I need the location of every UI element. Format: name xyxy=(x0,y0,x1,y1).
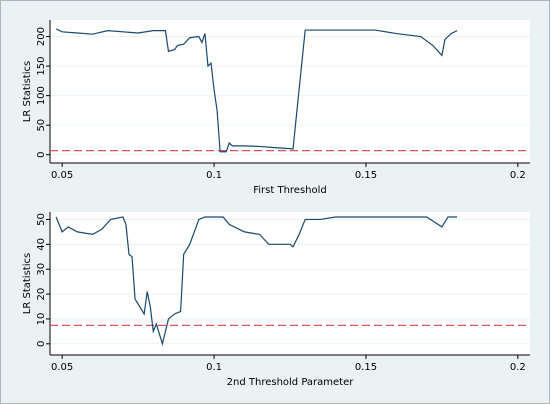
plot-area xyxy=(50,20,530,163)
line xyxy=(55,216,458,347)
y-tick-label: 40 xyxy=(36,238,47,251)
y-tick-label: 100 xyxy=(36,86,47,105)
y-tick-label: 20 xyxy=(36,288,47,301)
y-tick-label: 30 xyxy=(36,263,47,276)
y-tick-label: 0 xyxy=(36,341,47,347)
x-tick-label: 0.05 xyxy=(51,362,73,373)
line xyxy=(55,28,458,153)
plot-area xyxy=(50,212,530,355)
x-tick-label: 0.2 xyxy=(510,170,526,181)
y-tick-label: 50 xyxy=(36,213,47,226)
y-tick-label: 0 xyxy=(36,152,47,158)
x-tick-label: 0.1 xyxy=(206,170,222,181)
y-axis-title: LR Statistics xyxy=(22,61,33,122)
y-axis-title: LR Statistics xyxy=(22,253,33,314)
y-tick-label: 150 xyxy=(36,57,47,76)
y-tick-label: 10 xyxy=(36,313,47,326)
x-axis-title: 2nd Threshold Parameter xyxy=(227,377,355,388)
x-axis-title: First Threshold xyxy=(253,185,327,196)
x-tick-label: 0.15 xyxy=(355,170,377,181)
x-tick-label: 0.1 xyxy=(206,362,222,373)
y-tick-label: 50 xyxy=(36,119,47,132)
x-tick-label: 0.15 xyxy=(355,362,377,373)
x-tick-label: 0.2 xyxy=(510,362,526,373)
x-tick-label: 0.05 xyxy=(51,170,73,181)
y-tick-label: 200 xyxy=(36,27,47,46)
